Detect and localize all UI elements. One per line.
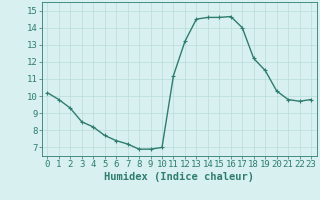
X-axis label: Humidex (Indice chaleur): Humidex (Indice chaleur): [104, 172, 254, 182]
